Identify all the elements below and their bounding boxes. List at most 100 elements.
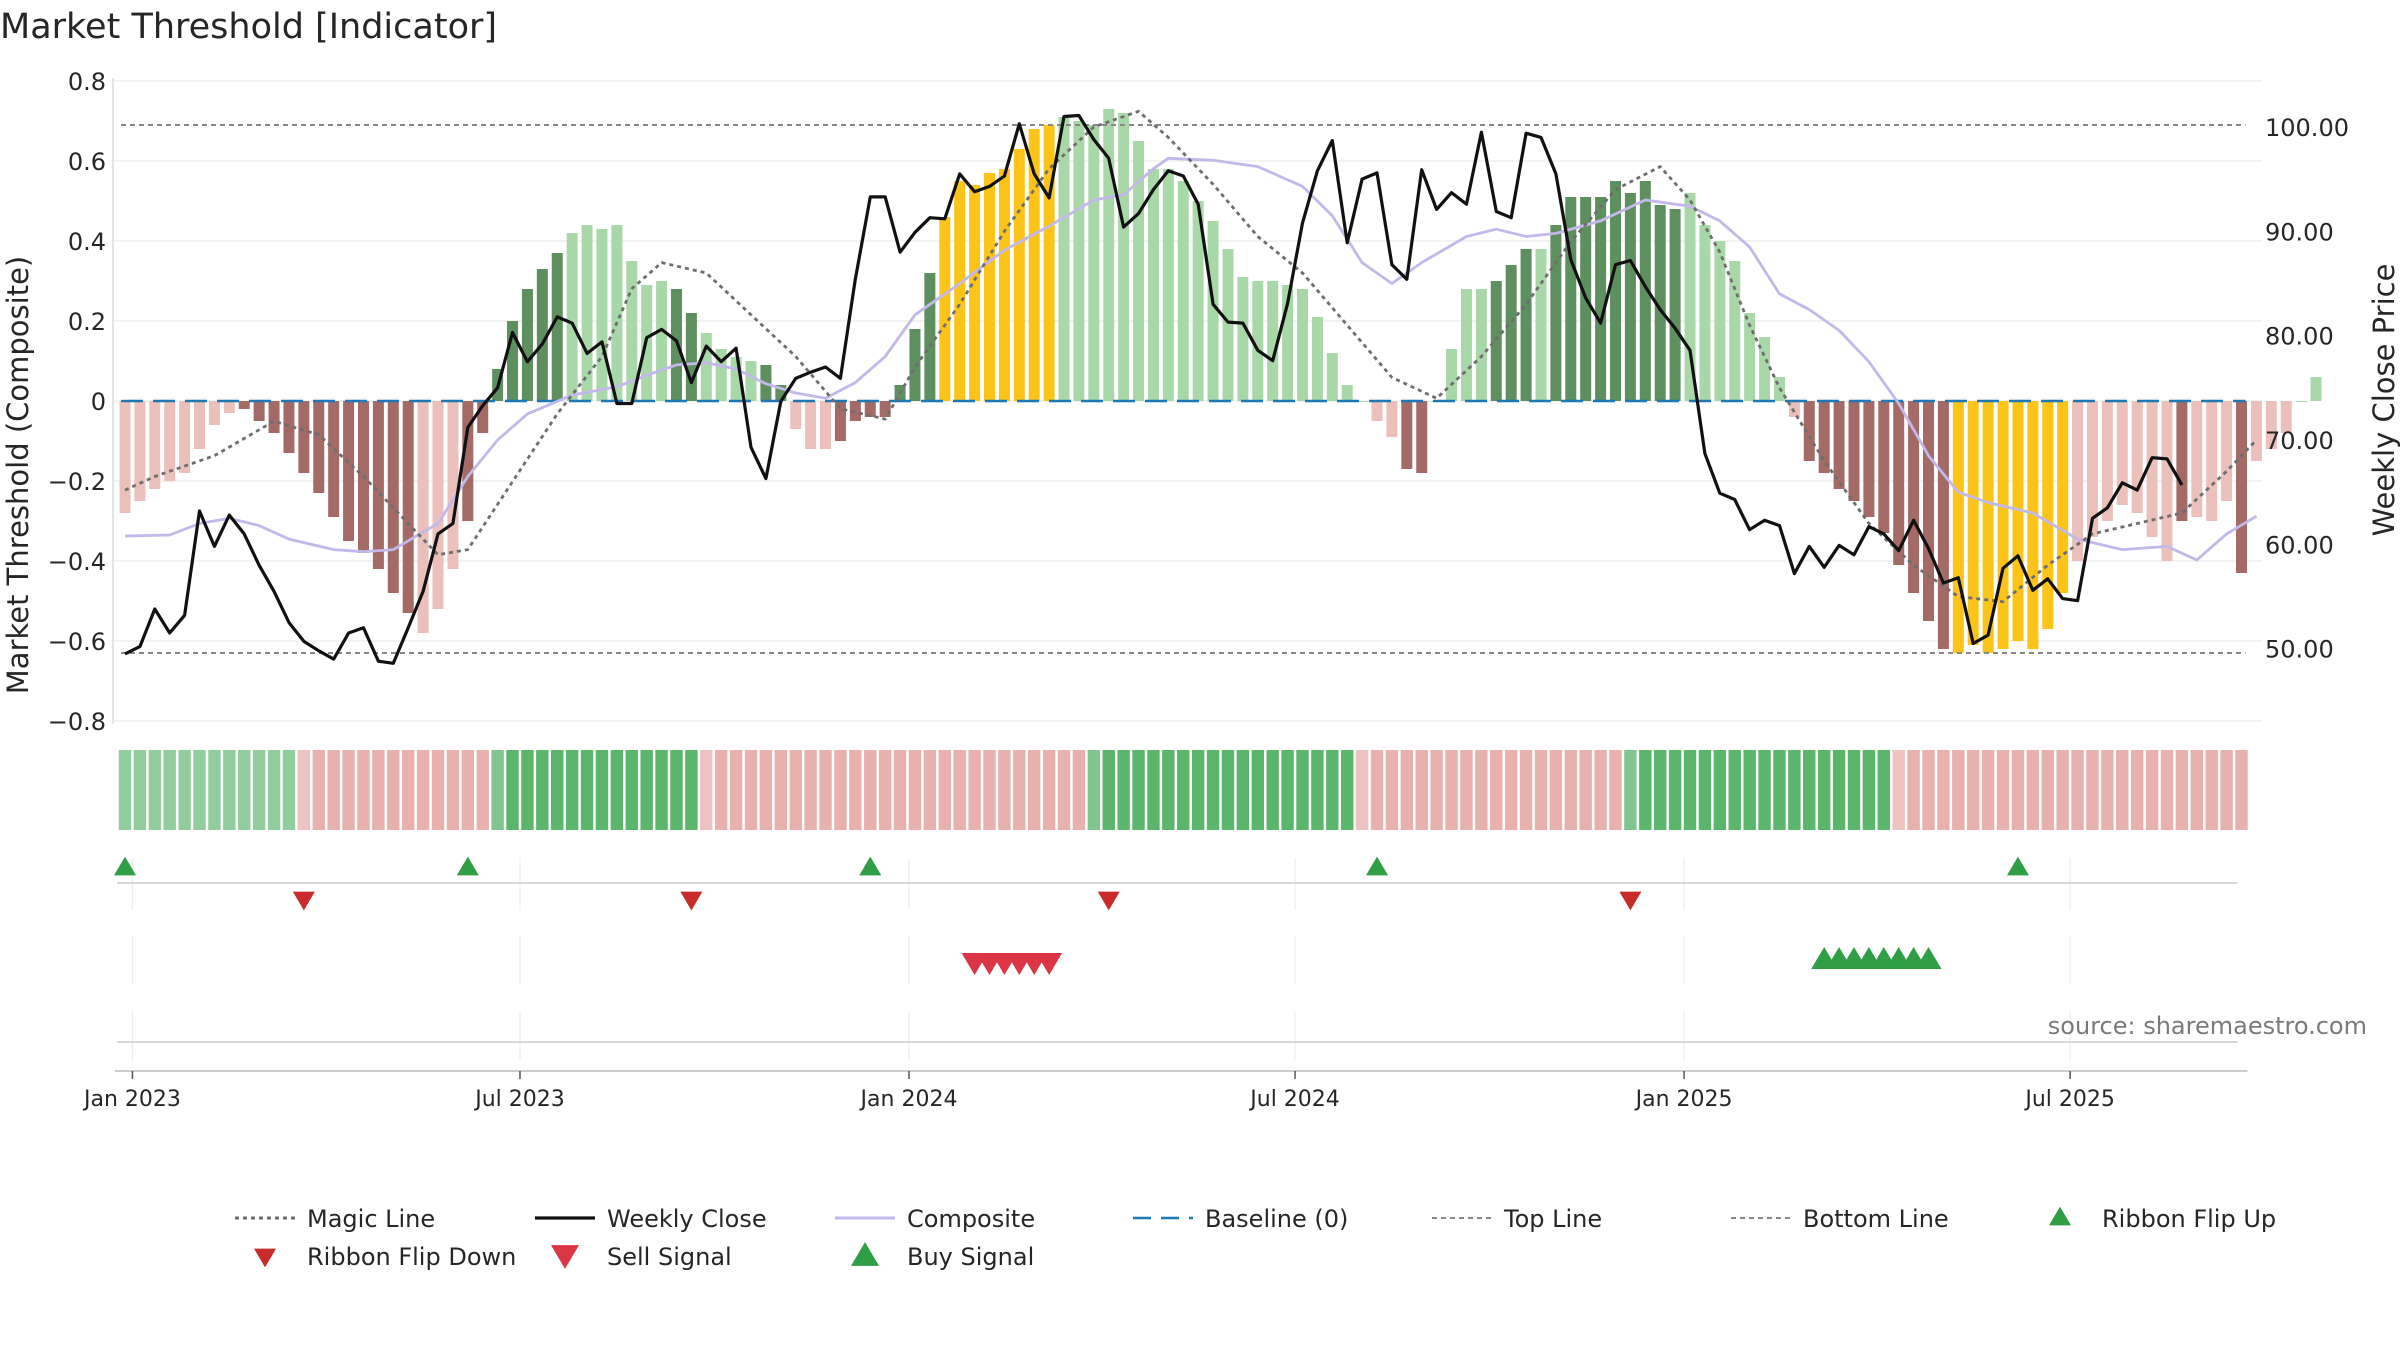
ribbon-segment <box>640 750 653 830</box>
composite-bar <box>1401 401 1413 469</box>
ribbon-segment <box>1370 750 1384 830</box>
ribbon-segment <box>1892 750 1905 830</box>
composite-bar <box>1356 401 1368 402</box>
legend-label: Top Line <box>1503 1205 1602 1233</box>
composite-bar <box>775 385 787 401</box>
composite-bar <box>328 401 340 517</box>
ribbon-segment <box>118 750 132 830</box>
ribbon-segment <box>431 750 445 830</box>
ribbon-flip-up-marker <box>859 856 882 876</box>
composite-bar <box>2116 401 2128 505</box>
composite-bar <box>834 401 846 441</box>
ribbon-segment <box>327 750 340 830</box>
y2-tick-label: 50.00 <box>2265 636 2334 664</box>
composite-bar <box>2027 401 2039 649</box>
composite-bar <box>983 173 995 401</box>
ribbon-segment <box>416 750 430 830</box>
composite-bar <box>581 225 593 401</box>
composite-bar <box>1311 317 1323 401</box>
ribbon-segment <box>223 750 236 830</box>
ribbon-segment <box>983 750 996 830</box>
ribbon-flip-down-marker <box>680 891 703 911</box>
ribbon-segment <box>1400 750 1414 830</box>
ribbon-segment <box>148 750 162 830</box>
composite-bar <box>2012 401 2024 641</box>
composite-bar <box>805 401 817 449</box>
ribbon-segment <box>1296 750 1309 830</box>
composite-bar <box>343 401 355 541</box>
composite-bar <box>194 401 206 449</box>
composite-bar <box>700 333 712 401</box>
composite-bar <box>2101 401 2113 521</box>
composite-bar <box>507 321 519 401</box>
ribbon-segment <box>1191 750 1205 830</box>
ribbon-segment <box>1519 750 1533 830</box>
ribbon-segment <box>2220 750 2233 830</box>
composite-bar <box>1192 201 1204 401</box>
composite-bar <box>208 401 220 425</box>
ribbon-segment <box>670 750 683 830</box>
composite-bar <box>268 401 280 433</box>
composite-bar <box>1937 401 1949 649</box>
ribbon-segment <box>878 750 892 830</box>
ribbon-segment <box>655 750 668 830</box>
ribbon-flip-down-marker <box>292 891 315 911</box>
ribbon-segment <box>1266 750 1279 830</box>
ribbon-segment <box>1057 750 1071 830</box>
ribbon-segment <box>1952 750 1965 830</box>
composite-bar <box>566 233 578 401</box>
y2-tick-label: 100.00 <box>2265 114 2349 142</box>
composite-bar <box>298 401 310 473</box>
composite-bar <box>2250 401 2262 461</box>
composite-bar <box>134 401 146 501</box>
composite-bar <box>1893 401 1905 565</box>
ribbon-segment <box>2086 750 2099 830</box>
x-tick-label: Jul 2025 <box>2023 1087 2115 1112</box>
ribbon-segment <box>252 750 266 830</box>
composite-bar <box>2146 401 2158 537</box>
composite-bar <box>1028 129 1040 401</box>
ribbon-segment <box>1475 750 1488 830</box>
y-tick-label: −0.8 <box>48 708 106 736</box>
composite-bar <box>1282 285 1294 401</box>
composite-bar <box>1818 401 1830 473</box>
composite-bar <box>2295 401 2307 402</box>
y2-tick-label: 90.00 <box>2265 218 2334 246</box>
ribbon-segment <box>2041 750 2054 830</box>
y-tick-label: 0 <box>91 388 106 416</box>
y2-axis-label: Weekly Close Price <box>2367 264 2400 537</box>
composite-bar <box>998 169 1010 401</box>
ribbon-segment <box>1758 750 1771 830</box>
x-tick-label: Jan 2025 <box>1634 1087 1733 1112</box>
x-axis: Jan 2023 Jul 2023 Jan 2024 Jul 2024 Jan 2025… <box>82 1070 2248 1112</box>
composite-bar <box>313 401 325 493</box>
left-y-axis: 0.8 0.6 0.4 0.2 0 −0.2 −0.4 −0.6 −0.8 <box>48 68 106 736</box>
composite-bar <box>1654 205 1666 401</box>
composite-bar <box>954 181 966 401</box>
right-y-axis: 100.00 90.00 80.00 70.00 60.00 50.00 <box>2265 114 2349 664</box>
ribbon-segment <box>1698 750 1712 830</box>
composite-bar <box>2206 401 2218 521</box>
composite-bar <box>402 401 414 613</box>
ribbon-segment <box>864 750 877 830</box>
legend-swatch-ribbon-flip-up <box>2049 1206 2071 1226</box>
composite-bar <box>1013 149 1025 401</box>
composite-bar <box>119 401 131 513</box>
ribbon-segment <box>1847 750 1861 830</box>
ribbon-segment <box>1967 750 1980 830</box>
composite-bar <box>1446 349 1458 401</box>
ribbon-flip-up-marker <box>1366 856 1389 876</box>
composite-bar <box>1043 125 1055 401</box>
composite-bar <box>730 357 742 401</box>
ribbon-segment <box>163 750 176 830</box>
ribbon-segment <box>1132 750 1145 830</box>
composite-bar <box>1908 401 1920 593</box>
ribbon-segment <box>580 750 594 830</box>
composite-bar <box>1923 401 1935 621</box>
ribbon-segment <box>1549 750 1563 830</box>
ribbon-segment <box>1832 750 1846 830</box>
composite-bar <box>1863 401 1875 517</box>
composite-bar <box>1296 289 1308 401</box>
composite-bar <box>1520 249 1532 401</box>
ribbon-segment <box>1072 750 1086 830</box>
